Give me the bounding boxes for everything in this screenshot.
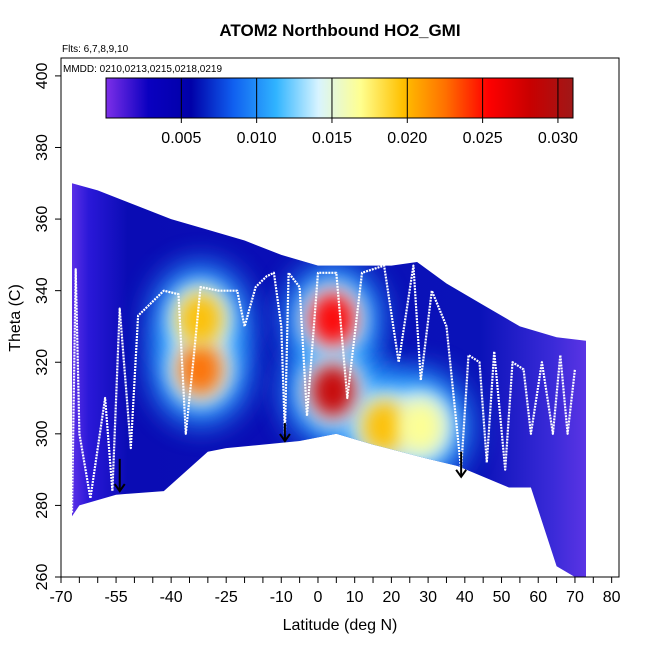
x-tick-label: 80 xyxy=(603,589,621,606)
y-axis: 260 280 300 320 340 360 380 400 xyxy=(34,62,61,590)
profile-arrowhead xyxy=(113,483,126,493)
y-tick-label: 340 xyxy=(34,277,51,304)
colorbar-tick-label: 0.020 xyxy=(387,130,427,147)
y-tick-label: 280 xyxy=(34,492,51,519)
profile-arrowhead xyxy=(455,469,467,479)
colorbar-tick-label: 0.010 xyxy=(237,130,277,147)
y-tick-label: 380 xyxy=(34,134,51,161)
colorbar-tick-label: 0.005 xyxy=(161,130,201,147)
x-tick-label: 60 xyxy=(529,589,547,606)
x-tick-label: -55 xyxy=(105,589,128,606)
x-tick-label: 30 xyxy=(419,589,437,606)
flight-track xyxy=(70,264,576,513)
x-tick-label: 0 xyxy=(314,589,323,606)
hotspot-core xyxy=(398,400,443,453)
colorbar-tick-label: 0.030 xyxy=(538,130,578,147)
x-tick-label: -70 xyxy=(49,589,72,606)
y-tick-label: 360 xyxy=(34,206,51,233)
hotspot-core xyxy=(310,293,355,346)
plot-frame xyxy=(60,57,620,578)
dates-note: MMDD: 0210,0213,0215,0218,0219 xyxy=(63,64,222,75)
y-tick-label: 320 xyxy=(34,349,51,376)
x-tick-label: -10 xyxy=(270,589,293,606)
x-axis: -70 -55 -40 -25 -10 0 10 20 30 40 50 60 70 80 xyxy=(49,577,621,606)
flight-track-line xyxy=(70,264,576,513)
hotspot-core xyxy=(310,364,355,417)
hotspot-core xyxy=(362,400,407,453)
chart-title: ATOM2 Northbound HO2_GMI xyxy=(219,21,460,40)
y-tick-label: 300 xyxy=(34,420,51,447)
profile-arrowhead xyxy=(279,433,291,443)
x-tick-label: -40 xyxy=(160,589,183,606)
x-tick-label: 70 xyxy=(566,589,584,606)
y-tick-label: 400 xyxy=(34,62,51,89)
x-tick-label: 10 xyxy=(346,589,364,606)
y-tick-label: 260 xyxy=(34,564,51,591)
colorbar-tick-label: 0.015 xyxy=(312,130,352,147)
y-axis-label: Theta (C) xyxy=(7,284,24,352)
x-tick-label: -25 xyxy=(215,589,238,606)
hotspot-core xyxy=(178,293,223,346)
x-tick-label: 40 xyxy=(456,589,474,606)
colorbar-gradient xyxy=(105,77,574,119)
colorbar: 0.005 0.010 0.015 0.020 0.025 0.030 xyxy=(105,77,578,147)
profile-arrows xyxy=(113,423,467,493)
x-tick-label: 50 xyxy=(493,589,511,606)
x-axis-label: Latitude (deg N) xyxy=(283,617,398,634)
colorbar-tick-label: 0.025 xyxy=(463,130,503,147)
x-tick-label: 20 xyxy=(382,589,400,606)
hotspot-core xyxy=(178,343,223,396)
flights-note: Flts: 6,7,8,9,10 xyxy=(62,44,129,55)
